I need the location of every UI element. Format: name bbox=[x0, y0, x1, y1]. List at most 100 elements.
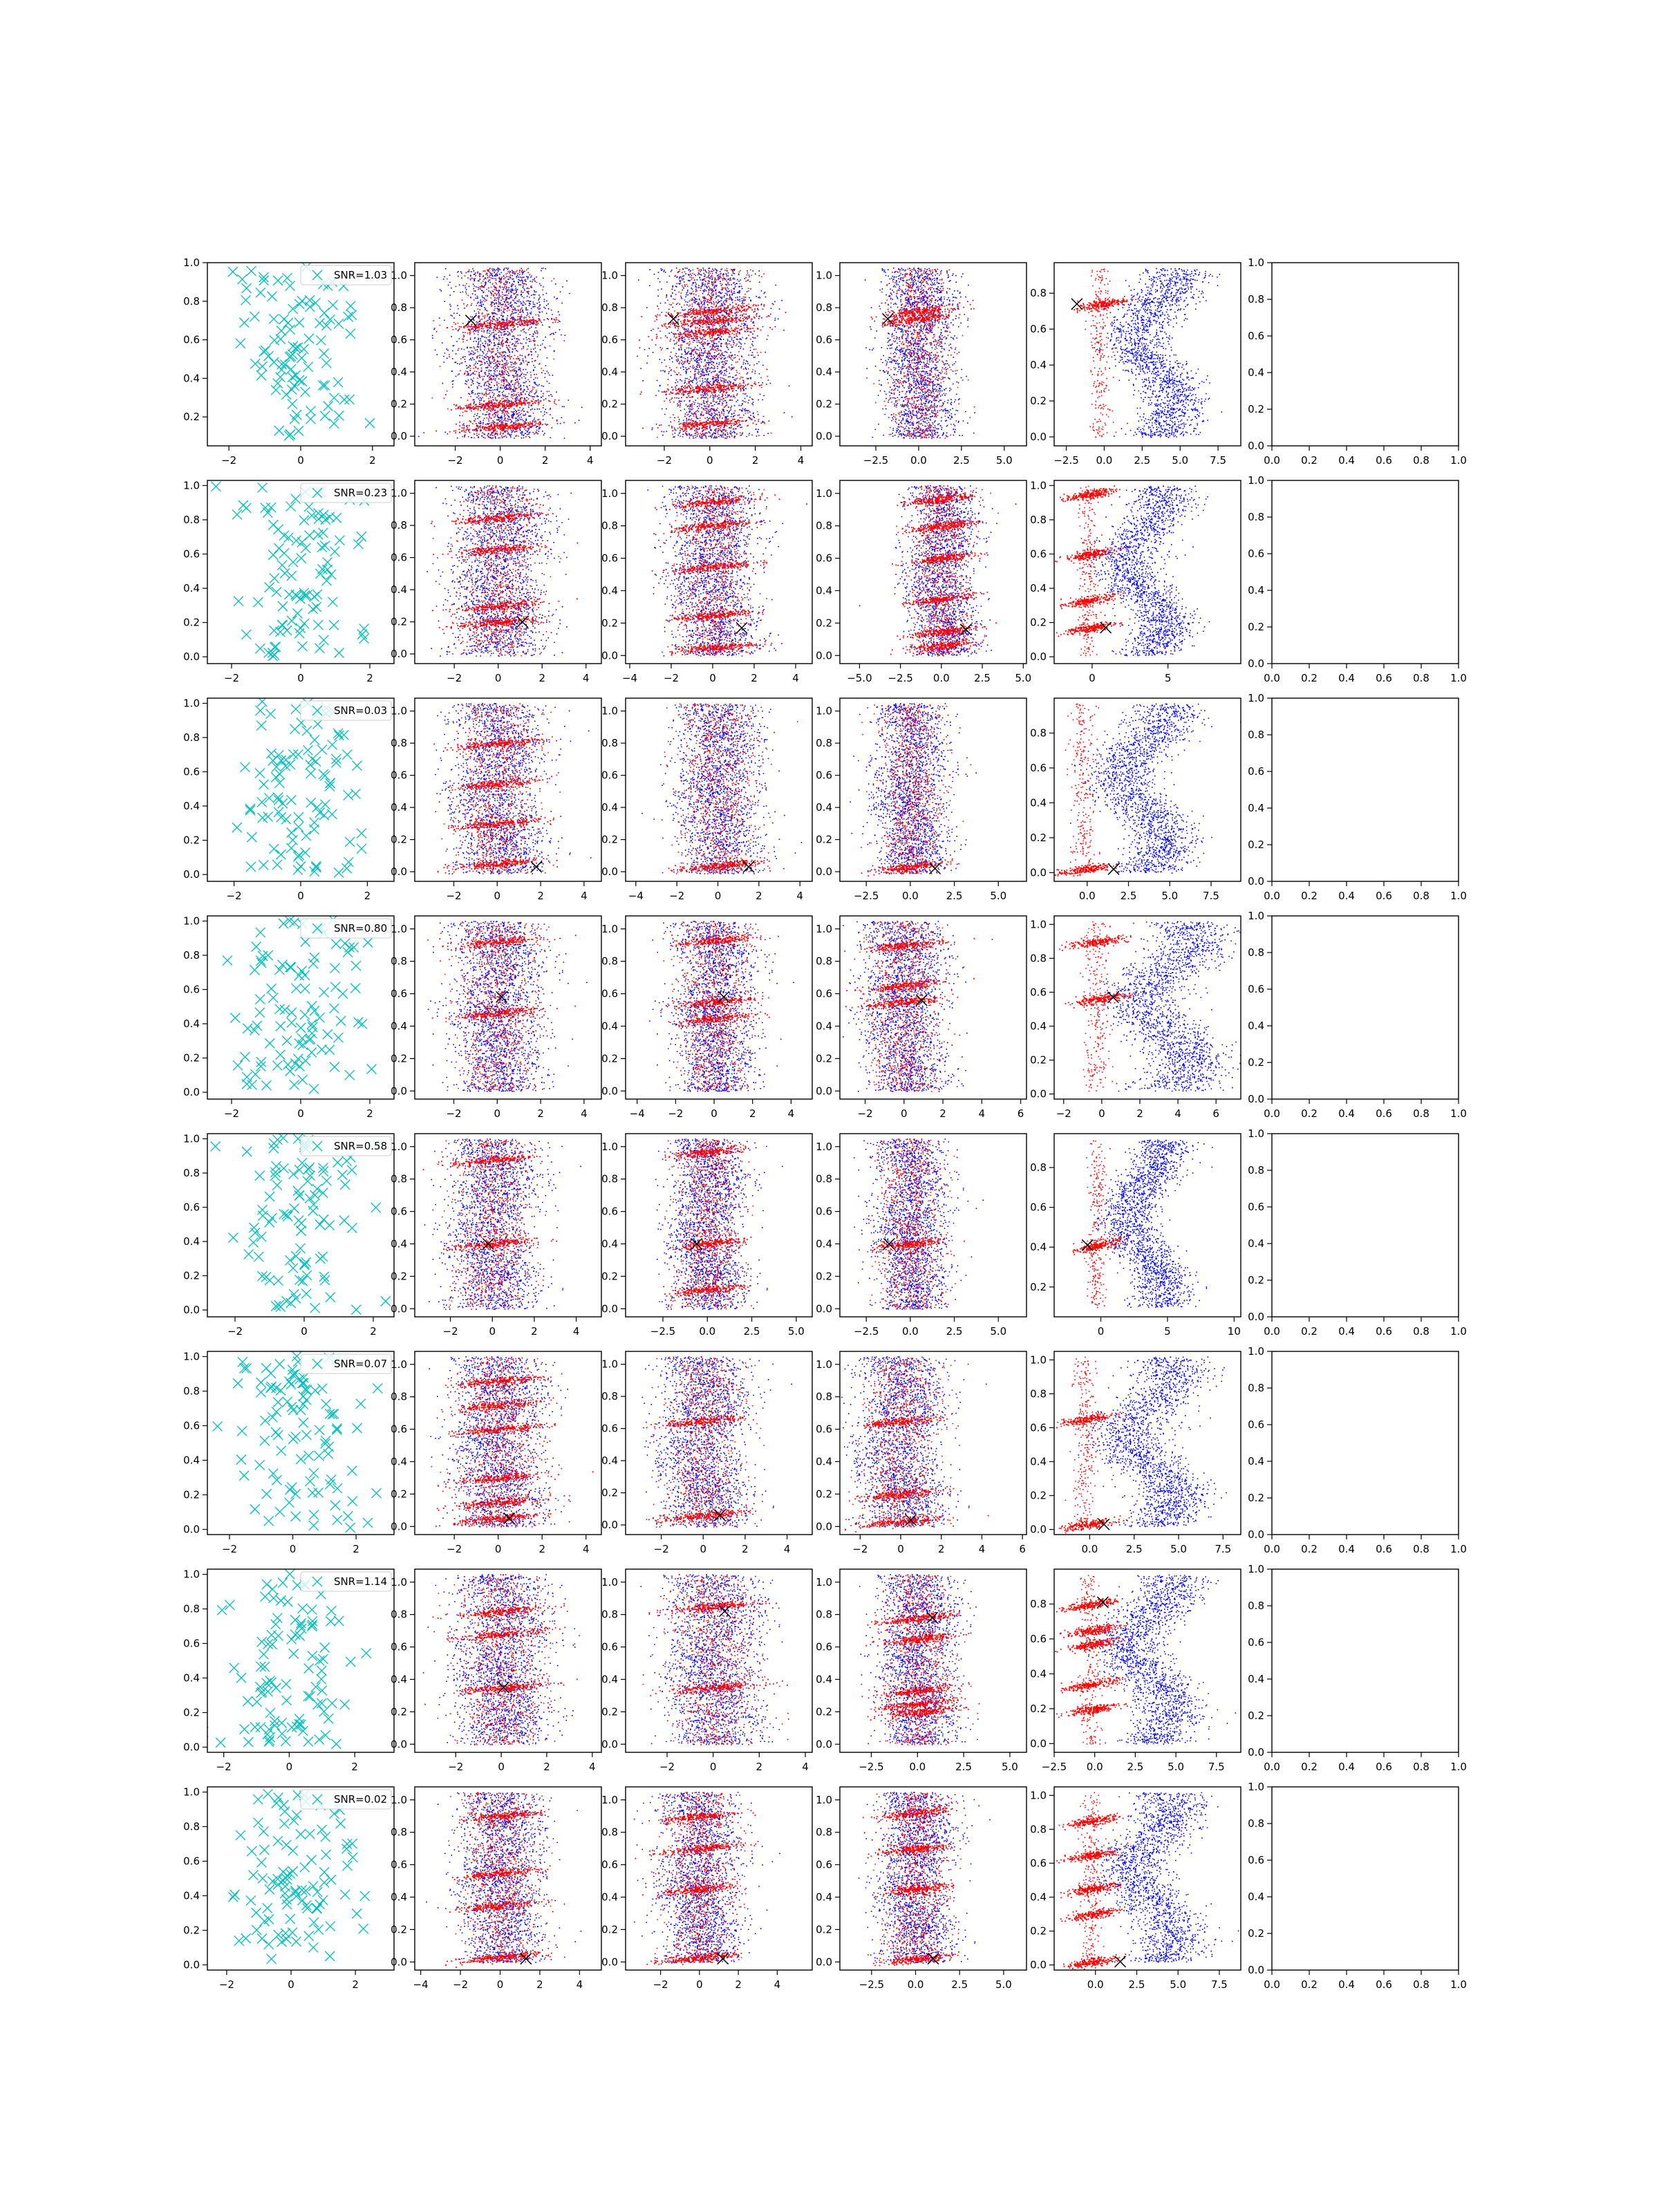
y-tick-label: 0.0 bbox=[601, 430, 618, 442]
y-tick-label: 0.2 bbox=[183, 1707, 200, 1719]
sample-point bbox=[315, 318, 326, 328]
sample-point bbox=[288, 749, 299, 760]
sample-point bbox=[297, 1074, 308, 1085]
sample-point bbox=[281, 1695, 292, 1706]
axes-frame bbox=[839, 697, 1027, 882]
sample-point bbox=[345, 328, 356, 339]
y-tick-label: 0.6 bbox=[816, 988, 832, 1000]
sample-point bbox=[330, 1738, 341, 1750]
sample-point bbox=[332, 1157, 343, 1168]
sample-point bbox=[267, 1639, 278, 1650]
sample-point bbox=[210, 481, 221, 492]
x-tick-label: 5 bbox=[1164, 1325, 1171, 1338]
background-points bbox=[1087, 1792, 1239, 1963]
sample-point bbox=[307, 1488, 318, 1498]
sample-point bbox=[344, 394, 355, 405]
x-tick-label: −2.5 bbox=[1042, 1761, 1067, 1773]
sample-point bbox=[358, 1923, 369, 1934]
sample-point bbox=[263, 1724, 274, 1735]
y-tick-label: 1.0 bbox=[1248, 474, 1264, 487]
sample-point bbox=[285, 1379, 297, 1390]
sample-point bbox=[315, 643, 325, 654]
panel-r7-c5: −2.5 0.0 2.5 5.0 7.5 0.0 0.2 0.4 0.6 0.8 bbox=[1030, 1568, 1241, 1773]
background-points bbox=[1070, 703, 1241, 874]
x-tick-label: −2.5 bbox=[859, 1761, 883, 1773]
x-tick-label: 2 bbox=[366, 672, 373, 684]
panel-r3-c1: −2 0 2 0.0 0.2 0.4 0.6 0.8 1.0 SNR=0.03 bbox=[183, 697, 395, 902]
background-points bbox=[433, 703, 590, 874]
x-tick-label: 6 bbox=[1019, 1543, 1026, 1555]
y-tick-label: 0.2 bbox=[183, 1489, 200, 1501]
y-tick-label: 0.4 bbox=[183, 1235, 200, 1248]
sample-point bbox=[276, 560, 288, 571]
cluster-points bbox=[1054, 703, 1117, 877]
sample-point bbox=[331, 1425, 342, 1435]
sample-point bbox=[272, 378, 283, 389]
y-tick-label: 0.8 bbox=[601, 737, 618, 749]
sample-point bbox=[319, 1642, 330, 1653]
cluster-points bbox=[642, 1575, 812, 1745]
y-tick-label: 1.0 bbox=[601, 705, 618, 718]
y-tick-label: 0.6 bbox=[391, 988, 407, 1000]
sample-point bbox=[317, 380, 328, 391]
sample-point bbox=[324, 1408, 335, 1419]
sample-point bbox=[255, 1661, 266, 1672]
y-tick-label: 0.8 bbox=[391, 301, 407, 314]
background-points bbox=[640, 1574, 789, 1745]
sample-point bbox=[339, 729, 349, 740]
sample-point bbox=[288, 1405, 299, 1416]
y-tick-label: 1.0 bbox=[1248, 1345, 1264, 1358]
sample-point bbox=[259, 272, 269, 283]
sample-point bbox=[286, 1401, 297, 1412]
y-tick-label: 0.4 bbox=[601, 1020, 618, 1032]
x-tick-label: −2 bbox=[657, 454, 672, 467]
y-tick-label: 1.0 bbox=[1248, 692, 1264, 704]
x-tick-label: −4 bbox=[413, 1978, 429, 1991]
sample-point bbox=[347, 1838, 358, 1849]
panel-r2-c4: −5.0 −2.5 0.0 2.5 5.0 0.0 0.2 0.4 0.6 0.8 1.0 bbox=[816, 480, 1031, 684]
y-tick-label: 0.2 bbox=[816, 617, 832, 629]
y-tick-label: 0.8 bbox=[601, 1609, 618, 1621]
y-tick-label: 0.4 bbox=[183, 372, 200, 384]
axes-frame bbox=[839, 1133, 1027, 1318]
x-tick-label: 5 bbox=[1165, 672, 1172, 684]
selected-point-marker bbox=[927, 1953, 939, 1965]
sample-point bbox=[276, 359, 288, 370]
y-tick-label: 1.0 bbox=[601, 1358, 618, 1371]
axes-frame bbox=[414, 1568, 602, 1753]
cluster-points bbox=[844, 921, 975, 1092]
x-tick-label: 2 bbox=[353, 1543, 359, 1555]
sample-point bbox=[285, 794, 297, 805]
sample-point bbox=[259, 1915, 270, 1927]
y-tick-label: 0.0 bbox=[816, 1302, 832, 1315]
x-tick-label: 1.0 bbox=[1450, 672, 1467, 684]
x-tick-label: 2.5 bbox=[951, 1978, 968, 1991]
sample-point bbox=[293, 821, 304, 832]
sample-point bbox=[321, 1175, 332, 1186]
panel-r7-c3: −2 0 2 4 0.0 0.2 0.4 0.6 0.8 1.0 bbox=[601, 1568, 813, 1773]
cluster-points bbox=[862, 1792, 980, 1967]
legend-label: SNR=0.23 bbox=[334, 487, 387, 499]
panel-r8-c1: −2 0 2 0.0 0.2 0.4 0.6 0.8 1.0 SNR=0.02 bbox=[183, 1786, 395, 1991]
y-tick-label: 0.8 bbox=[391, 1826, 407, 1839]
y-tick-label: 0.0 bbox=[391, 430, 407, 442]
sample-point bbox=[260, 345, 271, 356]
x-tick-label: 2 bbox=[538, 672, 545, 684]
y-tick-label: 0.4 bbox=[1248, 1673, 1264, 1685]
x-tick-label: 5.0 bbox=[1170, 1978, 1186, 1991]
x-tick-label: −2 bbox=[654, 1543, 669, 1555]
sample-point bbox=[245, 803, 256, 814]
sample-point bbox=[307, 1022, 318, 1033]
x-tick-label: −2.5 bbox=[888, 672, 912, 684]
sample-point bbox=[331, 512, 342, 523]
sample-point bbox=[295, 1829, 306, 1839]
sample-point bbox=[303, 1663, 315, 1674]
x-tick-label: −2 bbox=[216, 1761, 232, 1773]
sample-point bbox=[315, 335, 326, 346]
sample-point bbox=[308, 1881, 319, 1892]
y-tick-label: 0.2 bbox=[816, 398, 832, 411]
plot-area bbox=[227, 263, 375, 441]
sample-point bbox=[254, 1459, 265, 1470]
y-tick-label: 0.6 bbox=[183, 1201, 200, 1213]
y-tick-label: 0.4 bbox=[601, 1237, 618, 1250]
